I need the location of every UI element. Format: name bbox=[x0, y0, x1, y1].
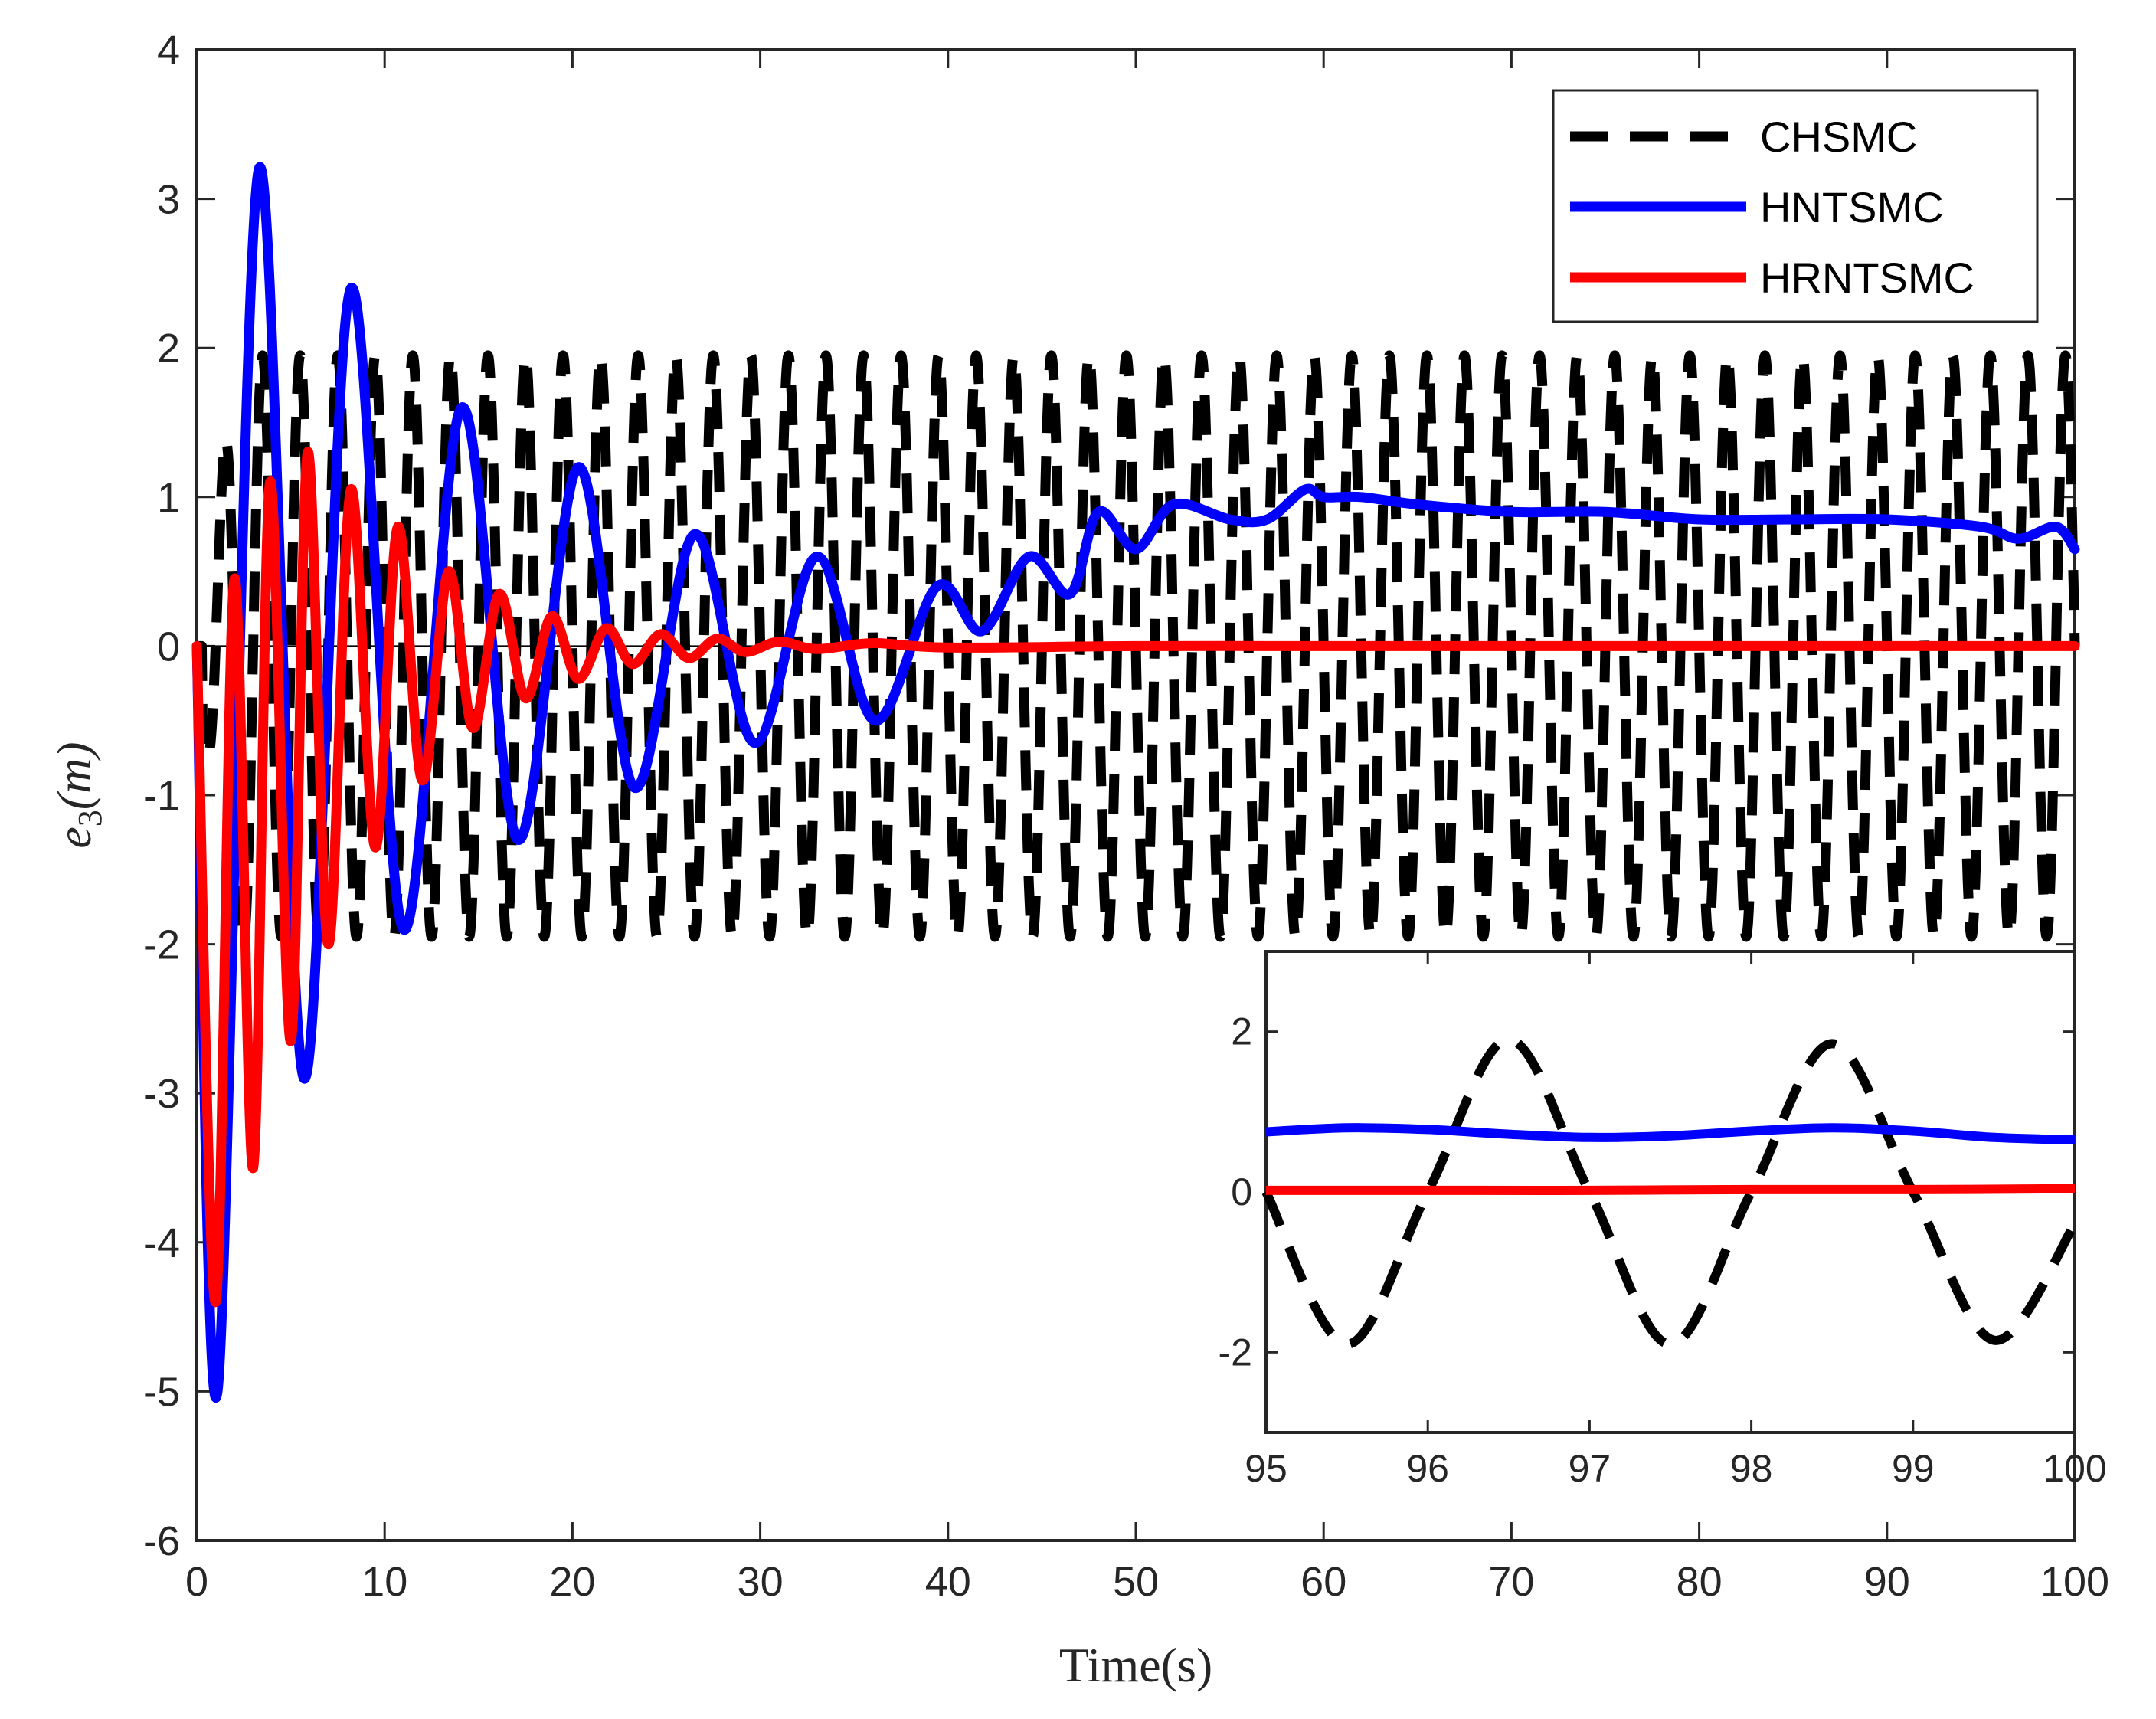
y-axis-label: e3(m) bbox=[47, 742, 109, 848]
legend: CHSMC HNTSMC HRNTSMC bbox=[1552, 89, 2039, 323]
x-tick-label: 60 bbox=[1300, 1559, 1346, 1605]
y-tick-label: 0 bbox=[157, 624, 180, 670]
legend-label-hntsmc: HNTSMC bbox=[1760, 183, 1944, 231]
x-tick-label: 80 bbox=[1677, 1559, 1723, 1605]
main-series bbox=[191, 162, 2080, 1403]
y-tick-label: 3 bbox=[157, 177, 180, 223]
legend-label-chsmc: CHSMC bbox=[1760, 113, 1917, 161]
x-tick-label: 40 bbox=[925, 1559, 971, 1605]
series-chsmc bbox=[192, 350, 2080, 942]
x-tick-label: 10 bbox=[362, 1559, 407, 1605]
inset-x-tick-label: 100 bbox=[2043, 1447, 2106, 1490]
inset-x-tick-label: 98 bbox=[1730, 1447, 1773, 1490]
x-tick-label: 20 bbox=[549, 1559, 595, 1605]
y-axis-label-base: e bbox=[47, 827, 101, 848]
inset-x-tick-label: 95 bbox=[1245, 1447, 1287, 1490]
x-tick-label: 30 bbox=[738, 1559, 784, 1605]
inset-y-tick-label: 0 bbox=[1231, 1171, 1252, 1213]
inset-x-tick-label: 99 bbox=[1892, 1447, 1935, 1490]
x-tick-label: 50 bbox=[1113, 1559, 1159, 1605]
x-tick-label: 0 bbox=[185, 1559, 208, 1605]
y-tick-label: 4 bbox=[157, 28, 180, 74]
inset: 95 96 97 98 99 100 2 0 -2 bbox=[1219, 950, 2107, 1490]
y-tick-label: -2 bbox=[143, 922, 180, 968]
x-tick-label: 70 bbox=[1488, 1559, 1534, 1605]
inset-series-chsmc bbox=[1261, 1035, 2079, 1349]
inset-y-tick-label: -2 bbox=[1219, 1331, 1252, 1374]
inset-series-hntsmc bbox=[1265, 1123, 2076, 1144]
legend-label-hrntsmc: HRNTSMC bbox=[1760, 254, 1974, 302]
inset-y-tick-label: 2 bbox=[1231, 1010, 1252, 1053]
inset-tick-labels: 95 96 97 98 99 100 2 0 -2 bbox=[1219, 1010, 2107, 1490]
y-tick-label: -6 bbox=[143, 1518, 180, 1564]
x-axis-label: Time(s) bbox=[1059, 1638, 1212, 1692]
inset-series bbox=[1261, 1035, 2079, 1349]
inset-x-tick-label: 96 bbox=[1406, 1447, 1449, 1490]
x-tick-label: 90 bbox=[1864, 1559, 1910, 1605]
y-axis-label-rest: (m) bbox=[47, 742, 101, 810]
y-tick-label: -4 bbox=[143, 1220, 180, 1266]
y-tick-label: 1 bbox=[157, 475, 180, 521]
x-tick-label: 100 bbox=[2040, 1559, 2109, 1605]
y-tick-label: -5 bbox=[143, 1369, 180, 1415]
y-axis-label-sub: 3 bbox=[71, 810, 109, 827]
inset-series-hrntsmc bbox=[1265, 1184, 2076, 1195]
series-hrntsmc bbox=[191, 447, 2080, 1308]
y-tick-label: -1 bbox=[143, 773, 180, 819]
y-tick-label: -3 bbox=[143, 1071, 180, 1117]
y-tick-label: 2 bbox=[157, 326, 180, 372]
inset-x-tick-label: 97 bbox=[1569, 1447, 1611, 1490]
